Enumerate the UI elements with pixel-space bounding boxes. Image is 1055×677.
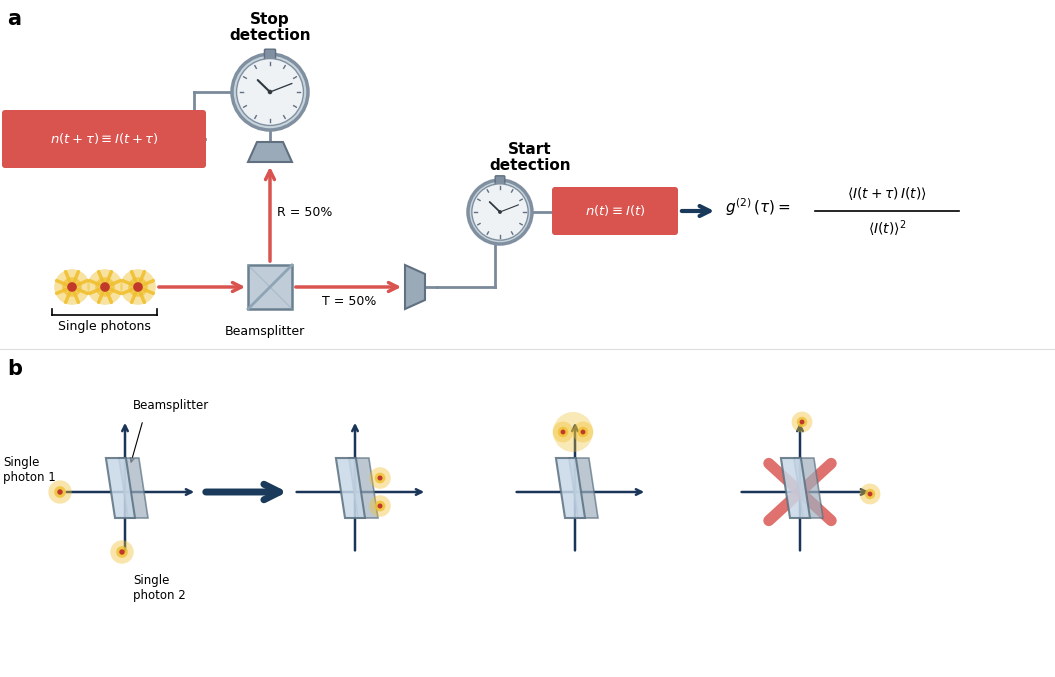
Circle shape — [468, 180, 532, 244]
Text: Single
photon 1: Single photon 1 — [3, 456, 56, 484]
Circle shape — [553, 412, 593, 452]
Circle shape — [236, 58, 304, 125]
Circle shape — [800, 420, 804, 424]
Circle shape — [268, 90, 272, 94]
Circle shape — [378, 475, 383, 481]
Polygon shape — [781, 458, 810, 518]
Circle shape — [88, 269, 122, 305]
Circle shape — [797, 417, 807, 427]
Circle shape — [378, 504, 383, 508]
Circle shape — [100, 282, 110, 292]
Circle shape — [119, 549, 124, 554]
Circle shape — [232, 54, 308, 130]
Circle shape — [498, 210, 502, 214]
Circle shape — [553, 422, 574, 443]
Circle shape — [860, 483, 881, 504]
Circle shape — [375, 500, 385, 511]
Circle shape — [54, 486, 65, 498]
FancyBboxPatch shape — [495, 176, 505, 185]
Circle shape — [62, 277, 82, 297]
Circle shape — [472, 184, 529, 240]
FancyBboxPatch shape — [265, 49, 275, 60]
FancyBboxPatch shape — [2, 110, 206, 168]
Circle shape — [54, 269, 90, 305]
Circle shape — [580, 430, 586, 435]
Circle shape — [578, 427, 589, 437]
Circle shape — [120, 269, 156, 305]
Circle shape — [369, 495, 390, 517]
Circle shape — [49, 480, 72, 504]
Circle shape — [68, 282, 77, 292]
Text: Stop
detection: Stop detection — [229, 12, 311, 43]
Polygon shape — [335, 458, 365, 518]
Text: $\langle I(t)\rangle^2$: $\langle I(t)\rangle^2$ — [867, 219, 906, 239]
Circle shape — [369, 467, 390, 489]
Text: Beamsplitter: Beamsplitter — [225, 325, 305, 338]
Text: a: a — [7, 9, 21, 29]
Text: $g^{(2)}\,(\tau) = $: $g^{(2)}\,(\tau) = $ — [725, 196, 790, 218]
Polygon shape — [405, 265, 425, 309]
Polygon shape — [794, 458, 823, 518]
Circle shape — [867, 492, 872, 496]
Circle shape — [95, 277, 115, 297]
Polygon shape — [556, 458, 586, 518]
Polygon shape — [569, 458, 598, 518]
Polygon shape — [106, 458, 135, 518]
Text: Beamsplitter: Beamsplitter — [133, 399, 209, 412]
Text: $n(t+\tau)\equiv I(t+\tau)$: $n(t+\tau)\equiv I(t+\tau)$ — [50, 131, 158, 146]
Circle shape — [560, 430, 565, 435]
Text: Start
detection: Start detection — [490, 142, 571, 173]
Circle shape — [791, 412, 812, 433]
Circle shape — [573, 422, 594, 443]
Circle shape — [111, 540, 134, 564]
Circle shape — [375, 473, 385, 483]
Circle shape — [129, 277, 148, 297]
Polygon shape — [119, 458, 148, 518]
Circle shape — [133, 282, 142, 292]
Polygon shape — [349, 458, 378, 518]
Circle shape — [558, 427, 569, 437]
Text: b: b — [7, 359, 22, 379]
Polygon shape — [248, 142, 292, 162]
Text: $\langle I(t+\tau)\,I(t)\rangle$: $\langle I(t+\tau)\,I(t)\rangle$ — [847, 185, 927, 202]
Text: T = 50%: T = 50% — [322, 295, 377, 308]
Bar — [248, 265, 292, 309]
Circle shape — [116, 546, 128, 558]
Text: R = 50%: R = 50% — [277, 206, 332, 219]
Text: Single
photon 2: Single photon 2 — [133, 574, 186, 601]
Text: Single photons: Single photons — [58, 320, 151, 333]
Circle shape — [57, 489, 62, 495]
Circle shape — [865, 489, 876, 499]
FancyBboxPatch shape — [552, 187, 678, 235]
Text: $n(t)\equiv I(t)$: $n(t)\equiv I(t)$ — [584, 204, 646, 219]
